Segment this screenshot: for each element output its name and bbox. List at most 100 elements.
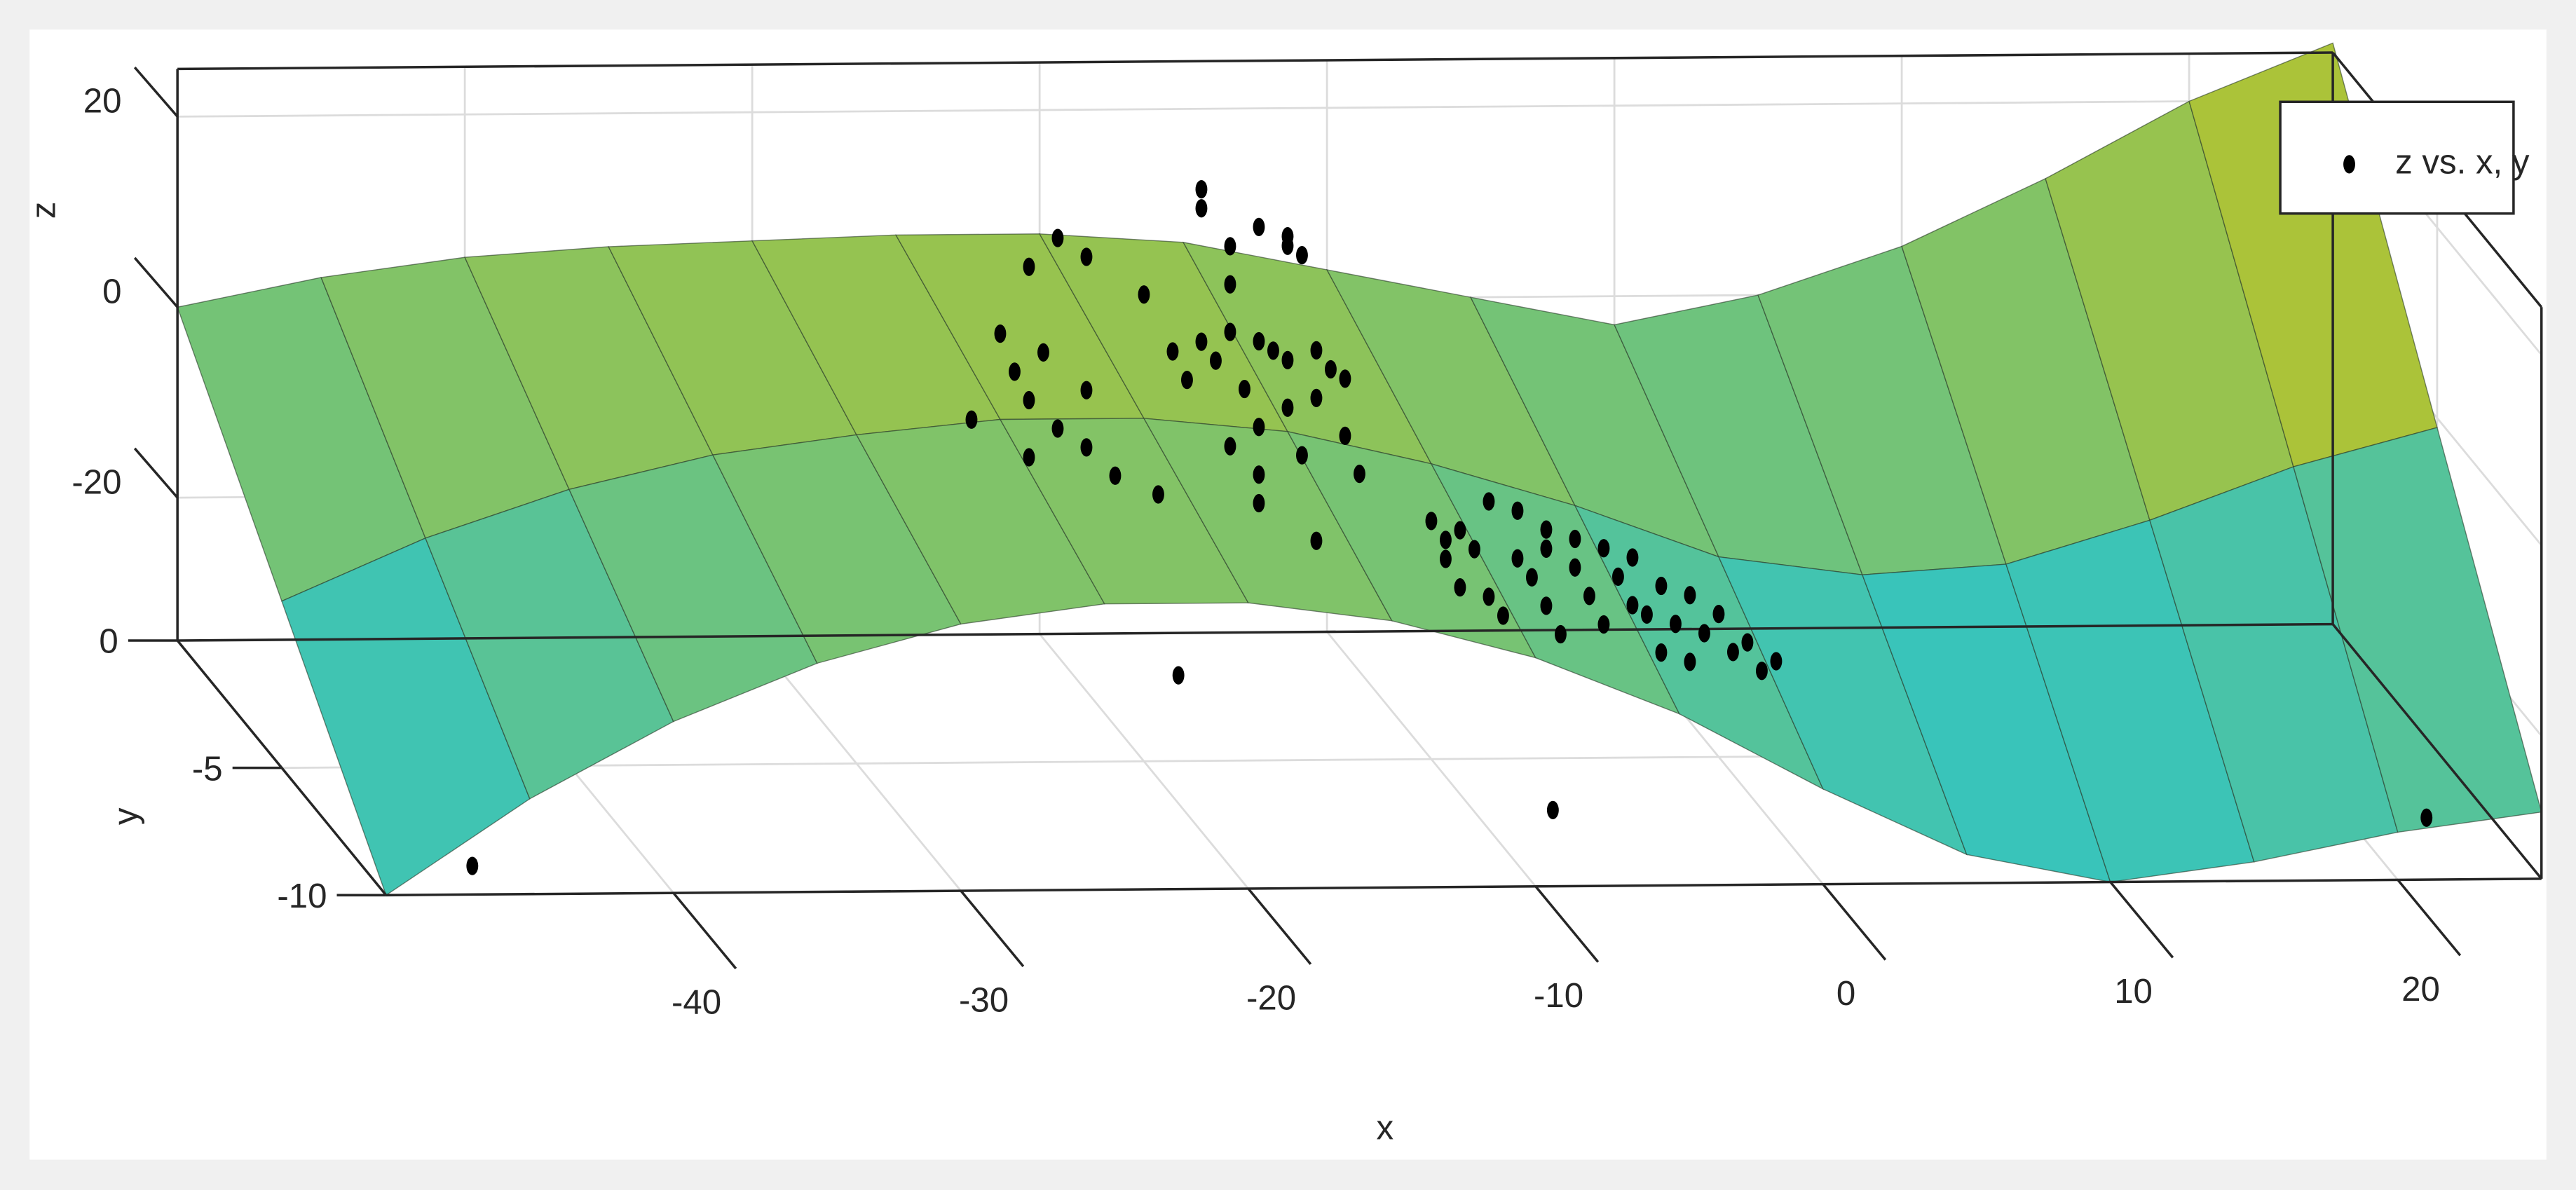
data-point	[1253, 217, 1265, 236]
x-tick	[1534, 885, 1600, 963]
z-tick-label: -20	[71, 463, 121, 501]
legend-box	[2279, 100, 2515, 215]
data-point	[1741, 633, 1754, 652]
z-axis-label: z	[25, 202, 63, 219]
data-point	[1109, 466, 1122, 485]
data-point	[1726, 643, 1739, 662]
legend-marker	[2343, 155, 2355, 174]
data-point	[1195, 179, 1208, 199]
data-point	[1770, 652, 1783, 671]
data-point	[1497, 606, 1509, 625]
data-point	[1698, 624, 1710, 643]
data-point	[1425, 512, 1438, 531]
data-point	[1023, 257, 1035, 276]
data-point	[1440, 531, 1452, 549]
data-point	[1281, 398, 1294, 417]
data-point	[1511, 501, 1524, 520]
data-point	[1569, 558, 1581, 577]
x-axis-label: x	[1376, 1108, 1393, 1147]
scatter	[466, 179, 2433, 875]
data-point	[1281, 226, 1294, 246]
data-point	[1051, 419, 1064, 438]
x-tick	[960, 889, 1025, 967]
data-point	[1152, 485, 1164, 504]
data-point	[1641, 605, 1653, 624]
data-point	[1655, 576, 1668, 596]
data-point	[1224, 322, 1236, 341]
data-point	[1296, 446, 1308, 465]
data-point	[1540, 539, 1553, 558]
z-tick	[133, 257, 179, 308]
data-point	[1195, 332, 1208, 351]
data-point	[1569, 529, 1581, 549]
data-point	[1546, 800, 1559, 819]
data-point	[1281, 350, 1294, 369]
data-point	[994, 324, 1007, 343]
data-point	[1597, 539, 1610, 558]
data-point	[1555, 624, 1567, 644]
data-point	[1339, 369, 1351, 388]
data-point	[1253, 418, 1265, 437]
data-point	[1310, 531, 1323, 550]
data-point	[466, 856, 479, 875]
axis-edge	[386, 877, 2542, 897]
data-point	[965, 410, 978, 429]
x-tick-label: 20	[2401, 970, 2440, 1008]
y-tick-label: -5	[192, 749, 223, 788]
data-point	[1224, 437, 1236, 456]
data-point	[1296, 246, 1308, 265]
data-point	[1023, 448, 1035, 467]
x-tick-label: -40	[672, 983, 721, 1022]
data-point	[1080, 247, 1093, 266]
data-point	[1166, 342, 1179, 361]
data-point	[1080, 438, 1093, 457]
axis-edge	[177, 622, 2333, 642]
y-tick-label: 0	[99, 622, 118, 661]
legend: z vs. x, y	[2279, 100, 2530, 215]
data-point	[1483, 587, 1495, 606]
data-point	[1239, 379, 1250, 399]
data-point	[1195, 199, 1208, 218]
data-point	[1253, 465, 1265, 484]
data-point	[1468, 540, 1480, 559]
data-point	[1080, 381, 1093, 399]
data-point	[1511, 549, 1524, 568]
x-tick	[672, 892, 737, 970]
z-grid-back	[177, 99, 2333, 118]
data-point	[1037, 343, 1049, 362]
data-point	[1172, 666, 1185, 685]
data-point	[1325, 360, 1337, 379]
axes-box	[176, 51, 2543, 897]
z-tick-label: 20	[83, 82, 122, 121]
data-point	[1454, 521, 1466, 540]
x-tick	[1247, 887, 1312, 965]
data-point	[1224, 237, 1236, 256]
data-point	[1267, 341, 1279, 360]
data-point	[1755, 662, 1768, 681]
data-point	[1483, 492, 1495, 511]
data-point	[1138, 285, 1150, 304]
data-point	[1210, 351, 1222, 370]
data-point	[1526, 568, 1538, 587]
data-point	[1540, 520, 1553, 539]
data-point	[1670, 615, 1682, 634]
data-point	[1051, 228, 1064, 247]
data-point	[1009, 362, 1021, 381]
data-point	[1626, 548, 1639, 567]
data-point	[1583, 587, 1595, 606]
data-point	[1310, 388, 1323, 407]
data-point	[1454, 578, 1466, 597]
x-tick	[1822, 883, 1887, 961]
x-tick-label: -30	[959, 980, 1009, 1019]
y-tick-label: -10	[277, 877, 327, 915]
surface	[177, 42, 2542, 896]
data-point	[1612, 567, 1624, 586]
data-point	[1310, 341, 1323, 360]
x-tick-label: -10	[1534, 976, 1583, 1015]
data-point	[1684, 586, 1696, 605]
data-point	[1224, 275, 1236, 294]
axis-edge	[177, 51, 2333, 71]
z-tick-label: 0	[102, 273, 121, 311]
